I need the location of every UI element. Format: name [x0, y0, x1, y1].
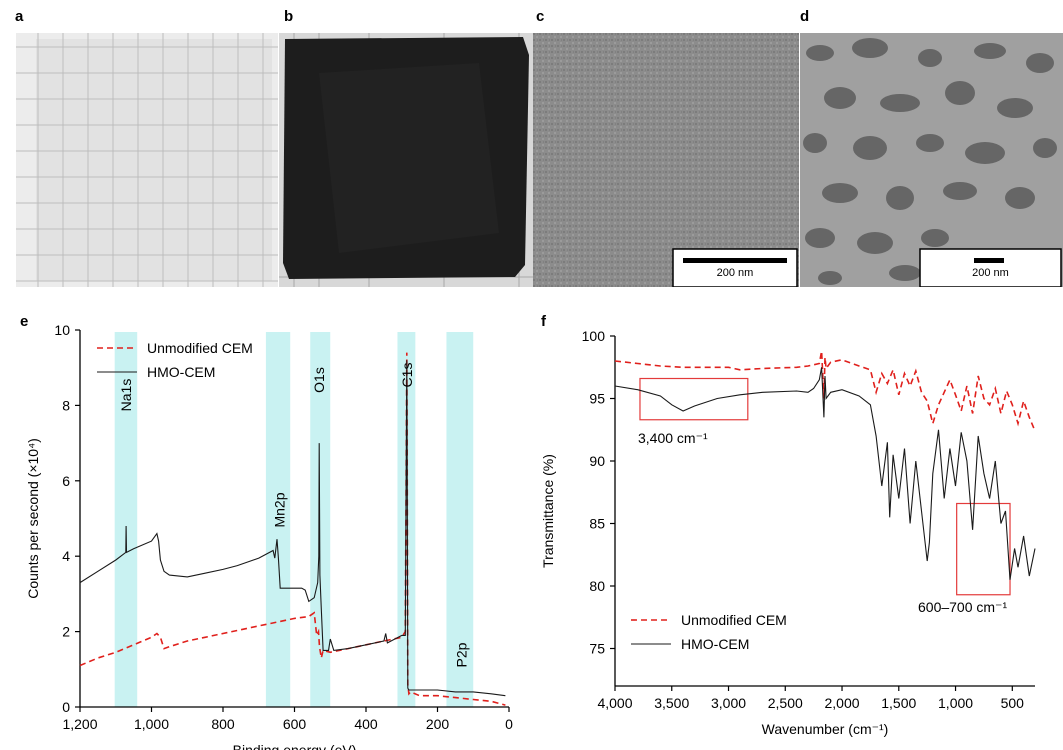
- highlight-band: [265, 332, 291, 707]
- annotation-label: 3,400 cm⁻¹: [638, 430, 708, 446]
- y-tick-label: 10: [54, 322, 70, 338]
- series-line-hmo-cem: [614, 367, 1036, 580]
- x-tick-label: 800: [211, 716, 235, 732]
- legend-label: HMO-CEM: [681, 636, 749, 652]
- legend-label: Unmodified CEM: [147, 340, 253, 356]
- x-tick-label: 1,500: [881, 695, 916, 711]
- panel-label-b: b: [284, 8, 294, 25]
- y-tick-label: 95: [589, 391, 605, 407]
- x-tick-label: 600: [283, 716, 307, 732]
- x-tick-label: 1,200: [62, 716, 97, 732]
- y-tick-label: 85: [589, 516, 605, 532]
- x-tick-label: 2,500: [768, 695, 803, 711]
- y-tick-label: 8: [62, 397, 70, 413]
- annotation-label: 600–700 cm⁻¹: [918, 599, 1007, 615]
- y-axis-label: Transmittance (%): [540, 454, 556, 568]
- y-tick-label: 80: [589, 578, 605, 594]
- x-tick-label: 3,000: [711, 695, 746, 711]
- panel-label-c: c: [536, 8, 545, 25]
- membrane-photo-unmodified: [16, 33, 278, 287]
- y-tick-label: 6: [62, 473, 70, 489]
- x-axis-label: Binding energy (eV): [233, 742, 357, 750]
- highlight-band: [114, 332, 138, 707]
- annotation-box: [639, 377, 749, 421]
- panel-label-f: f: [541, 313, 546, 330]
- x-tick-label: 500: [1001, 695, 1025, 711]
- sem-image-hmo: 200 nm: [800, 33, 1063, 287]
- y-tick-label: 0: [62, 699, 70, 715]
- series-line-hmo-cem: [79, 360, 506, 697]
- legend-label: Unmodified CEM: [681, 612, 787, 628]
- x-axis-label: Wavenumber (cm⁻¹): [762, 721, 889, 737]
- panel-label-d: d: [800, 8, 810, 25]
- legend-label: HMO-CEM: [147, 364, 215, 380]
- y-tick-label: 4: [62, 548, 70, 564]
- x-tick-label: 4,000: [597, 695, 632, 711]
- peak-label: Mn2p: [271, 492, 287, 527]
- y-tick-label: 75: [589, 641, 605, 657]
- annotation-box: [956, 502, 1011, 596]
- x-tick-label: 1,000: [938, 695, 973, 711]
- xps-spectrum-chart: 1,200 1,000 800 600 400 200 0 0 2 4 6 8 10 Binding en…: [25, 322, 513, 750]
- x-tick-label: 3,500: [654, 695, 689, 711]
- y-tick-label: 2: [62, 624, 70, 640]
- scale-bar-label-d: 200 nm: [972, 267, 1009, 279]
- peak-label: C1s: [399, 363, 415, 388]
- y-tick-label: 90: [589, 453, 605, 469]
- x-tick-label: 0: [505, 716, 513, 732]
- series-line-unmodified-cem: [79, 352, 506, 706]
- panel-label-e: e: [20, 313, 29, 330]
- sem-image-unmodified: 200 nm: [533, 33, 799, 287]
- series-line-unmodified-cem: [614, 350, 1036, 432]
- membrane-photo-hmo: [279, 33, 533, 287]
- y-axis-label: Counts per second (×10⁴): [25, 438, 41, 599]
- highlight-band: [310, 332, 331, 707]
- scale-bar-label-c: 200 nm: [716, 267, 754, 279]
- panel-label-a: a: [15, 8, 24, 25]
- y-tick-label: 100: [582, 328, 606, 344]
- x-tick-label: 400: [354, 716, 378, 732]
- peak-label: Na1s: [118, 379, 134, 412]
- highlight-band: [446, 332, 474, 707]
- x-tick-label: 200: [426, 716, 450, 732]
- peak-label: O1s: [311, 367, 327, 393]
- x-tick-label: 1,000: [134, 716, 169, 732]
- ftir-spectrum-chart: 4,000 3,500 3,000 2,500 2,000 1,500 1,000 500 75…: [540, 328, 1036, 737]
- peak-label: P2p: [453, 642, 469, 667]
- x-tick-label: 2,000: [825, 695, 860, 711]
